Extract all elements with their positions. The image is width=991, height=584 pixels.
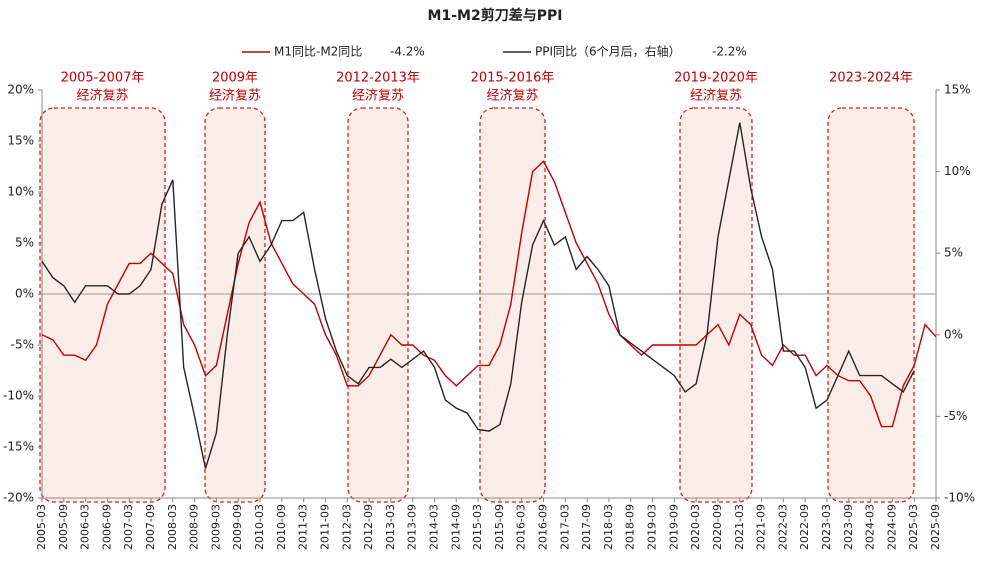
x-tick-label: 2024-03 [864, 504, 877, 550]
recovery-region [827, 107, 915, 503]
recovery-region [347, 107, 409, 503]
x-tick-label: 2013-09 [406, 504, 419, 550]
region-label: 经济复苏 [209, 88, 261, 104]
legend-label: M1同比-M2同比 [274, 45, 362, 59]
x-tick-label: 2022-03 [776, 504, 789, 550]
x-tick-label: 2005-09 [57, 504, 70, 550]
x-tick-label: 2022-09 [798, 504, 811, 550]
x-tick-label: 2020-09 [711, 504, 724, 550]
y2-tick-label: 0% [944, 327, 963, 341]
x-tick-label: 2025-03 [907, 504, 920, 550]
x-tick-label: 2015-03 [471, 504, 484, 550]
x-tick-label: 2011-09 [318, 504, 331, 550]
x-tick-label: 2006-03 [79, 504, 92, 550]
x-tick-label: 2023-09 [842, 504, 855, 550]
y-tick-label: -20% [3, 491, 34, 505]
legend-value: -4.2% [390, 45, 425, 59]
x-tick-label: 2008-09 [188, 504, 201, 550]
y2-tick-label: -5% [944, 409, 967, 423]
x-tick-label: 2012-09 [362, 504, 375, 550]
y-tick-label: -10% [3, 389, 34, 403]
x-tick-label: 2025-09 [929, 504, 942, 550]
region-label: 经济复苏 [690, 88, 742, 104]
x-tick-label: 2018-09 [624, 504, 637, 550]
x-tick-label: 2007-09 [144, 504, 157, 550]
x-tick-label: 2009-03 [209, 504, 222, 550]
y2-tick-label: 15% [944, 83, 971, 97]
series-line [41, 160, 937, 428]
y-tick-label: -5% [11, 338, 34, 352]
region-label: 2005-2007年 [61, 71, 145, 86]
chart-title: M1-M2剪刀差与PPI [428, 7, 563, 24]
y-tick-label: 5% [15, 236, 34, 250]
x-tick-label: 2019-03 [646, 504, 659, 550]
recovery-region [479, 107, 546, 503]
y2-tick-label: 10% [944, 164, 971, 178]
x-tick-label: 2012-03 [340, 504, 353, 550]
region-label: 2009年 [212, 71, 258, 86]
x-tick-label: 2017-03 [558, 504, 571, 550]
x-tick-label: 2009-09 [231, 504, 244, 550]
y-tick-label: 0% [15, 287, 34, 301]
x-tick-label: 2024-09 [885, 504, 898, 550]
y-tick-label: 15% [7, 134, 34, 148]
region-label: 经济复苏 [76, 88, 128, 104]
legend-label: PPI同比（6个月后，右轴） [535, 44, 681, 59]
x-tick-label: 2014-09 [449, 504, 462, 550]
region-label: 经济复苏 [486, 88, 538, 104]
x-tick-label: 2005-03 [35, 504, 48, 550]
x-tick-label: 2018-03 [602, 504, 615, 550]
region-label: 2012-2013年 [336, 71, 420, 86]
x-tick-label: 2007-03 [122, 504, 135, 550]
y-tick-label: -15% [3, 440, 34, 454]
recovery-region [679, 107, 753, 503]
x-tick-label: 2011-03 [297, 504, 310, 550]
x-tick-label: 2023-03 [820, 504, 833, 550]
x-tick-label: 2020-03 [689, 504, 702, 550]
x-tick-label: 2010-09 [275, 504, 288, 550]
region-label: 2023-2024年 [829, 71, 913, 86]
y2-tick-label: -10% [944, 491, 975, 505]
region-label: 2015-2016年 [471, 71, 555, 86]
x-tick-label: 2021-09 [755, 504, 768, 550]
x-tick-label: 2016-03 [515, 504, 528, 550]
region-label: 经济复苏 [352, 88, 404, 104]
x-tick-label: 2006-09 [100, 504, 113, 550]
legend-value: -2.2% [712, 45, 747, 59]
x-tick-label: 2014-03 [427, 504, 440, 550]
x-tick-label: 2008-03 [166, 504, 179, 550]
y-tick-label: 10% [7, 185, 34, 199]
x-tick-label: 2021-03 [733, 504, 746, 550]
x-tick-label: 2010-03 [253, 504, 266, 550]
y2-tick-label: 5% [944, 246, 963, 260]
y-tick-label: 20% [7, 83, 34, 97]
x-tick-label: 2015-09 [493, 504, 506, 550]
series-line [41, 122, 915, 469]
x-tick-label: 2017-09 [580, 504, 593, 550]
recovery-region [39, 107, 166, 503]
x-tick-label: 2013-03 [384, 504, 397, 550]
region-label: 2019-2020年 [674, 71, 758, 86]
x-tick-label: 2016-09 [537, 504, 550, 550]
x-tick-label: 2019-09 [667, 504, 680, 550]
